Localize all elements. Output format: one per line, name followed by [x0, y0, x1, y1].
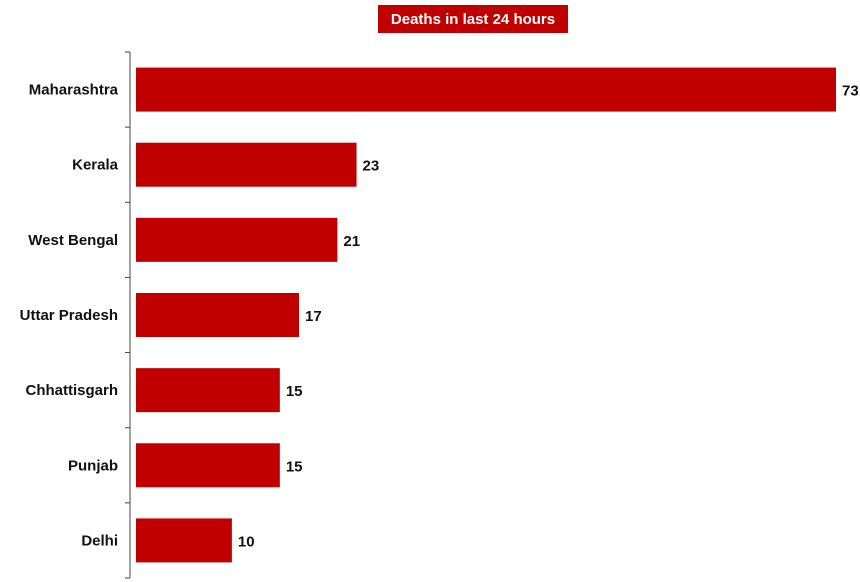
chart-title: Deaths in last 24 hours — [391, 11, 555, 28]
bar-kerala — [136, 142, 357, 187]
chart-title-background — [378, 5, 568, 33]
category-label: Delhi — [81, 532, 118, 549]
data-label: 10 — [238, 533, 255, 550]
category-label: Chhattisgarh — [25, 382, 118, 399]
data-label: 15 — [286, 458, 303, 475]
bar-maharashtra — [136, 67, 836, 112]
category-axis: Maharashtra Kerala West Bengal Uttar Prades… — [20, 51, 131, 579]
category-label: West Bengal — [28, 232, 118, 249]
data-label: 17 — [305, 308, 322, 325]
bar-delhi — [136, 518, 232, 563]
bar-uttar-pradesh — [136, 293, 300, 337]
category-label: Uttar Pradesh — [20, 307, 118, 324]
bars-group: 73 23 21 17 15 15 10 — [136, 67, 859, 563]
data-label: 15 — [286, 383, 303, 400]
bar-west-bengal — [136, 217, 338, 262]
bar-punjab — [136, 443, 280, 488]
bar-chhattisgarh — [136, 368, 280, 413]
category-label: Maharashtra — [29, 82, 119, 99]
data-label: 23 — [363, 158, 380, 175]
category-label: Kerala — [72, 157, 119, 174]
category-label: Punjab — [68, 457, 118, 474]
data-label: 73 — [842, 83, 859, 100]
data-label: 21 — [343, 233, 360, 250]
